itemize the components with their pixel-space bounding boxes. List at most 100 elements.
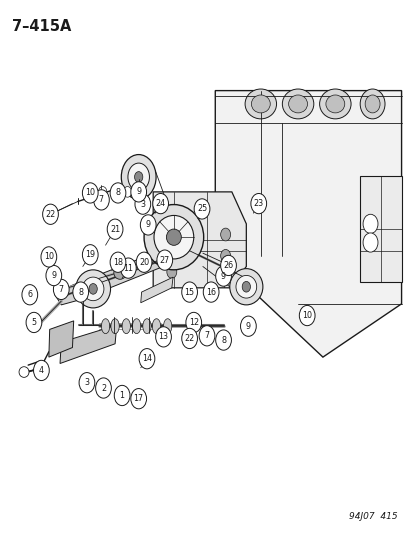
Text: 24: 24 — [155, 199, 165, 208]
Ellipse shape — [144, 205, 203, 270]
Ellipse shape — [111, 187, 119, 197]
Ellipse shape — [244, 89, 276, 119]
Text: 12: 12 — [188, 318, 198, 327]
Circle shape — [250, 193, 266, 214]
Text: 10: 10 — [85, 189, 95, 197]
Text: 2: 2 — [101, 384, 106, 392]
Circle shape — [203, 282, 218, 302]
Text: 3: 3 — [84, 378, 89, 387]
Ellipse shape — [220, 249, 230, 262]
Circle shape — [181, 282, 197, 302]
Ellipse shape — [19, 367, 29, 377]
Circle shape — [155, 327, 171, 347]
Ellipse shape — [166, 249, 176, 262]
Circle shape — [215, 330, 231, 350]
Ellipse shape — [134, 172, 142, 182]
Circle shape — [131, 389, 146, 409]
Text: 7: 7 — [204, 332, 209, 340]
Ellipse shape — [82, 277, 104, 301]
Circle shape — [95, 378, 111, 398]
Text: 22: 22 — [45, 210, 55, 219]
Text: 7–415A: 7–415A — [12, 19, 71, 34]
Ellipse shape — [154, 215, 193, 259]
Ellipse shape — [242, 281, 250, 292]
Text: 17: 17 — [133, 394, 143, 403]
Circle shape — [53, 279, 69, 300]
Ellipse shape — [163, 319, 171, 334]
Circle shape — [131, 182, 146, 202]
Text: 20: 20 — [139, 258, 149, 266]
Text: 18: 18 — [113, 258, 123, 266]
Ellipse shape — [251, 95, 270, 113]
Ellipse shape — [89, 284, 97, 294]
Ellipse shape — [288, 95, 307, 113]
Ellipse shape — [166, 228, 176, 241]
Ellipse shape — [362, 214, 377, 233]
Text: 4: 4 — [39, 366, 44, 375]
Ellipse shape — [364, 95, 379, 113]
Circle shape — [135, 194, 150, 214]
Ellipse shape — [359, 89, 384, 119]
Ellipse shape — [152, 319, 160, 334]
Text: 1: 1 — [119, 391, 124, 400]
Ellipse shape — [220, 265, 230, 278]
Circle shape — [107, 219, 123, 239]
Polygon shape — [359, 176, 401, 282]
Polygon shape — [55, 243, 188, 305]
Ellipse shape — [121, 155, 156, 199]
Circle shape — [114, 385, 130, 406]
Ellipse shape — [128, 163, 149, 191]
Ellipse shape — [220, 228, 230, 241]
Circle shape — [110, 183, 126, 203]
Circle shape — [181, 328, 197, 349]
Text: 9: 9 — [145, 221, 150, 229]
Ellipse shape — [325, 95, 344, 113]
Polygon shape — [140, 277, 173, 303]
Text: 10: 10 — [44, 253, 54, 261]
Text: 15: 15 — [184, 288, 194, 296]
Text: 27: 27 — [159, 256, 169, 264]
Text: 13: 13 — [158, 333, 168, 341]
Ellipse shape — [76, 270, 110, 308]
Circle shape — [140, 215, 156, 235]
Circle shape — [136, 252, 152, 272]
Circle shape — [194, 199, 209, 219]
Polygon shape — [215, 91, 401, 357]
Ellipse shape — [229, 269, 262, 305]
Text: 8: 8 — [221, 336, 225, 344]
Circle shape — [46, 265, 62, 286]
Circle shape — [215, 266, 231, 286]
Ellipse shape — [142, 319, 151, 334]
Polygon shape — [49, 321, 74, 357]
Text: 14: 14 — [142, 354, 152, 363]
Text: 7: 7 — [59, 285, 64, 294]
Polygon shape — [153, 192, 246, 288]
Circle shape — [139, 349, 154, 369]
Circle shape — [41, 247, 57, 267]
Text: 9: 9 — [221, 272, 225, 280]
Circle shape — [240, 316, 256, 336]
Text: 25: 25 — [197, 205, 206, 213]
Circle shape — [82, 245, 98, 265]
Text: 3: 3 — [140, 200, 145, 208]
Circle shape — [26, 312, 42, 333]
Circle shape — [22, 285, 38, 305]
Text: 8: 8 — [78, 288, 83, 296]
Text: 7: 7 — [99, 196, 104, 204]
Text: 11: 11 — [123, 264, 133, 272]
Text: 21: 21 — [110, 225, 120, 233]
Ellipse shape — [122, 319, 130, 334]
Circle shape — [152, 193, 168, 214]
Circle shape — [43, 204, 58, 224]
Ellipse shape — [98, 187, 107, 197]
Ellipse shape — [282, 89, 313, 119]
Circle shape — [79, 373, 95, 393]
Ellipse shape — [101, 319, 109, 334]
Text: 23: 23 — [253, 199, 263, 208]
Text: 26: 26 — [223, 261, 233, 270]
Circle shape — [157, 250, 172, 270]
Ellipse shape — [319, 89, 350, 119]
Text: 9: 9 — [51, 271, 56, 280]
Text: 94J07  415: 94J07 415 — [348, 512, 396, 521]
Circle shape — [120, 258, 136, 278]
